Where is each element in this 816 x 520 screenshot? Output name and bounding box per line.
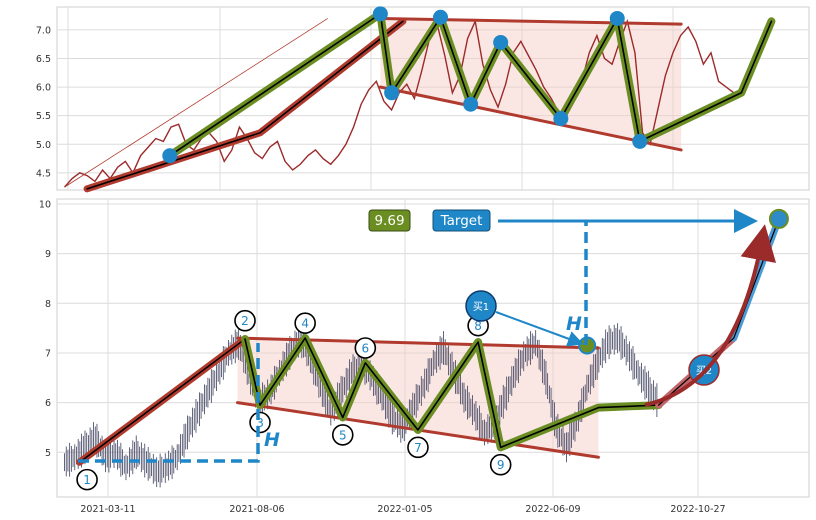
h-letter-right: H: [566, 313, 582, 335]
top-markers: [162, 6, 648, 164]
price-box: [368, 209, 411, 232]
bottom-xtick-labels: 2021-03-11 2021-08-06 2022-01-05 2022-06-09…: [80, 504, 725, 515]
trendline-core: [78, 338, 246, 463]
xtick-label: 2022-10-27: [670, 504, 725, 515]
dot-6: [493, 34, 509, 50]
projection-curve: [644, 224, 777, 407]
channel-upper-line: [378, 16, 683, 26]
ytick-label: 5.0: [36, 140, 51, 151]
ytick-label: 9: [45, 249, 51, 260]
zigzag-core: [244, 337, 660, 449]
price-box-label: 9.69: [374, 213, 404, 229]
dot-1: [162, 148, 178, 164]
xtick-label: 2022-01-05: [377, 504, 432, 515]
swing-4: [294, 312, 316, 334]
swing-5-label: 5: [339, 428, 347, 442]
top-panel: 4.5 5.0 5.5 6.0 6.5 7.0: [36, 6, 810, 193]
swing-3: [249, 411, 271, 434]
channel-upper-line: [235, 336, 600, 350]
ytick-label: 6: [45, 398, 51, 409]
buy1-label: 买1: [473, 301, 489, 313]
h-guide-left: [78, 343, 260, 463]
trendline-thin: [64, 18, 328, 188]
dot-8: [609, 10, 625, 26]
dot-7: [553, 111, 569, 127]
ytick-label: 5: [45, 448, 51, 459]
target-box-label: Target: [440, 213, 483, 229]
target-box: [432, 209, 491, 232]
ytick-label: 4.5: [36, 168, 51, 179]
buy1-arrow: [495, 311, 584, 347]
swing-7: [407, 436, 429, 459]
swing-2-label: 2: [241, 314, 249, 328]
ytick-label: 8: [45, 299, 51, 310]
ytick-label: 7.0: [36, 25, 51, 36]
swing-9-label: 9: [497, 458, 505, 472]
buy1-circle: [465, 290, 497, 322]
ytick-label: 6.0: [36, 83, 51, 94]
swing-4-label: 4: [301, 317, 309, 331]
swing-6: [354, 337, 377, 359]
xtick-label: 2021-08-06: [229, 504, 284, 515]
target-dot: [768, 208, 789, 229]
swing-2: [234, 309, 256, 332]
ytick-label: 7: [45, 348, 51, 359]
top-ytick-labels: 4.5 5.0 5.5 6.0 6.5 7.0: [36, 25, 51, 179]
ytick-label: 6.5: [36, 54, 51, 65]
ytick-label: 5.5: [36, 111, 51, 122]
swing-3-label: 3: [256, 416, 264, 430]
swing-9: [489, 453, 512, 476]
dot-3: [384, 85, 400, 101]
dot-4: [433, 9, 449, 25]
swing-5: [331, 424, 354, 446]
dot-5: [463, 96, 479, 112]
dot-2: [372, 6, 388, 22]
h-letter-left: H: [264, 429, 280, 451]
swing-1: [76, 468, 98, 491]
swing-6-label: 6: [361, 342, 369, 356]
bottom-markers: 1 2 3 4 5 6 7 8 9: [76, 309, 512, 491]
xtick-label: 2022-06-09: [525, 504, 580, 515]
dot-9: [632, 133, 648, 149]
xtick-label: 2021-03-11: [80, 504, 135, 515]
bottom-ytick-labels: 5 6 7 8 9 10: [39, 199, 51, 458]
channel-lower-line: [378, 85, 683, 152]
swing-8-label: 8: [474, 319, 482, 333]
swing-7-label: 7: [414, 441, 422, 455]
ytick-label: 10: [39, 199, 51, 210]
trendline-core: [86, 20, 404, 190]
swing-1-label: 1: [83, 473, 91, 487]
